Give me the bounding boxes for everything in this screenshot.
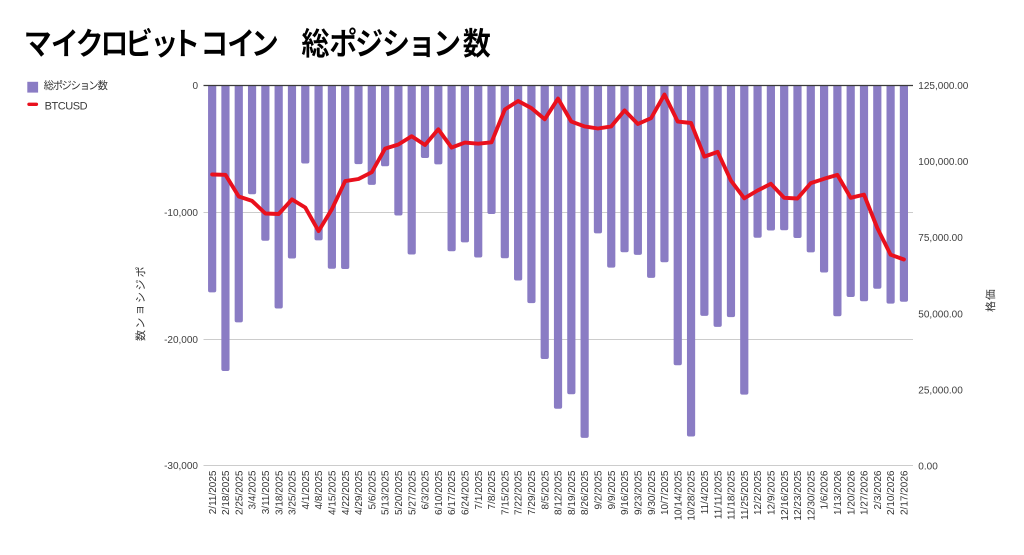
svg-text:75,000.00: 75,000.00 (918, 233, 963, 244)
svg-text:12/23/2025: 12/23/2025 (793, 470, 804, 520)
svg-text:1/20/2026: 1/20/2026 (846, 470, 857, 515)
svg-text:4/8/2025: 4/8/2025 (314, 470, 325, 509)
svg-text:4/22/2025: 4/22/2025 (341, 470, 352, 515)
svg-text:25,000.00: 25,000.00 (918, 385, 963, 396)
svg-text:4/15/2025: 4/15/2025 (327, 470, 338, 515)
svg-text:2/18/2025: 2/18/2025 (221, 470, 232, 515)
svg-text:7/1/2025: 7/1/2025 (474, 470, 485, 509)
svg-text:10/14/2025: 10/14/2025 (673, 470, 684, 520)
svg-text:3/11/2025: 3/11/2025 (261, 470, 272, 514)
svg-text:11/18/2025: 11/18/2025 (727, 470, 738, 520)
svg-text:7/22/2025: 7/22/2025 (514, 470, 525, 515)
svg-text:9/23/2025: 9/23/2025 (633, 470, 644, 515)
svg-text:2/10/2026: 2/10/2026 (886, 470, 897, 515)
svg-text:7/15/2025: 7/15/2025 (500, 470, 511, 515)
svg-text:100,000.00: 100,000.00 (918, 157, 968, 168)
svg-text:9/30/2025: 9/30/2025 (647, 470, 658, 515)
svg-text:-10,000: -10,000 (164, 208, 198, 219)
svg-text:9/2/2025: 9/2/2025 (594, 470, 605, 509)
svg-text:2/11/2025: 2/11/2025 (208, 470, 219, 514)
svg-text:5/27/2025: 5/27/2025 (407, 470, 418, 515)
svg-text:7/8/2025: 7/8/2025 (487, 470, 498, 509)
svg-text:6/10/2025: 6/10/2025 (434, 470, 445, 515)
svg-text:8/26/2025: 8/26/2025 (580, 470, 591, 515)
svg-text:2/25/2025: 2/25/2025 (234, 470, 245, 515)
svg-text:8/12/2025: 8/12/2025 (554, 470, 565, 515)
svg-text:12/9/2025: 12/9/2025 (766, 470, 777, 515)
svg-text:3/18/2025: 3/18/2025 (274, 470, 285, 515)
svg-text:4/29/2025: 4/29/2025 (354, 470, 365, 515)
svg-text:1/6/2026: 1/6/2026 (820, 470, 831, 509)
svg-text:BTCUSD: BTCUSD (45, 101, 88, 113)
svg-text:3/25/2025: 3/25/2025 (288, 470, 299, 515)
svg-text:9/16/2025: 9/16/2025 (620, 470, 631, 515)
svg-text:12/2/2025: 12/2/2025 (753, 470, 764, 515)
svg-text:6/17/2025: 6/17/2025 (447, 470, 458, 515)
svg-text:-20,000: -20,000 (164, 335, 198, 346)
svg-text:11/11/2025: 11/11/2025 (713, 470, 724, 519)
svg-text:7/29/2025: 7/29/2025 (527, 470, 538, 515)
svg-text:10/7/2025: 10/7/2025 (660, 470, 671, 515)
svg-text:125,000.00: 125,000.00 (918, 81, 968, 92)
svg-text:4/1/2025: 4/1/2025 (301, 470, 312, 509)
svg-text:5/20/2025: 5/20/2025 (394, 470, 405, 515)
svg-text:8/5/2025: 8/5/2025 (540, 470, 551, 509)
svg-text:5/6/2025: 5/6/2025 (367, 470, 378, 509)
svg-text:2/17/2026: 2/17/2026 (900, 470, 911, 515)
svg-text:3/4/2025: 3/4/2025 (248, 470, 259, 509)
svg-text:11/4/2025: 11/4/2025 (700, 470, 711, 514)
svg-text:8/19/2025: 8/19/2025 (567, 470, 578, 515)
svg-text:12/30/2025: 12/30/2025 (806, 470, 817, 520)
svg-text:1/27/2026: 1/27/2026 (860, 470, 871, 515)
svg-text:5/13/2025: 5/13/2025 (381, 470, 392, 515)
svg-text:9/9/2025: 9/9/2025 (607, 470, 618, 509)
svg-text:6/3/2025: 6/3/2025 (421, 470, 432, 509)
svg-text:12/16/2025: 12/16/2025 (780, 470, 791, 520)
svg-text:0: 0 (192, 81, 198, 92)
svg-text:-30,000: -30,000 (164, 461, 198, 472)
svg-text:6/24/2025: 6/24/2025 (461, 470, 472, 515)
svg-text:0.00: 0.00 (918, 461, 938, 472)
svg-text:2/3/2026: 2/3/2026 (873, 470, 884, 509)
svg-text:50,000.00: 50,000.00 (918, 309, 963, 320)
svg-text:1/13/2026: 1/13/2026 (833, 470, 844, 515)
svg-text:10/28/2025: 10/28/2025 (687, 470, 698, 520)
svg-text:11/25/2025: 11/25/2025 (740, 470, 751, 520)
